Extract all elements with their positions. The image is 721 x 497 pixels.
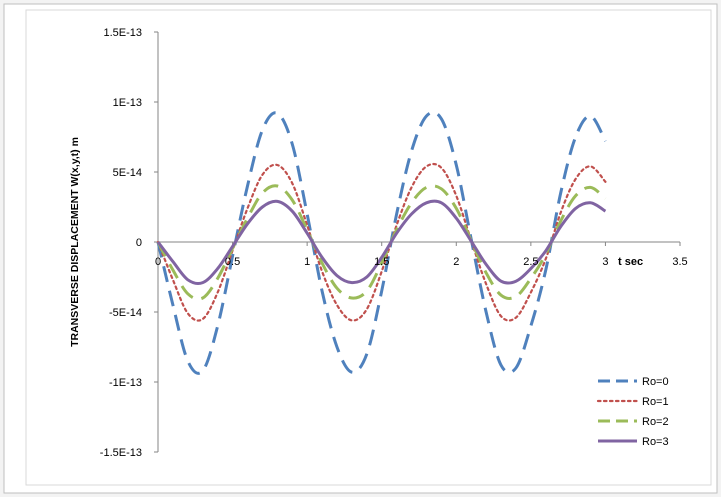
y-tick-label: -5E-14 [109, 307, 142, 319]
y-tick-label: -1E-13 [109, 377, 142, 389]
y-tick-label: -1.5E-13 [100, 447, 142, 459]
x-tick-label: 3 [602, 256, 608, 268]
x-tick-label: 2.5 [523, 256, 538, 268]
series-line-ro-0 [156, 110, 607, 375]
x-tick-label: 0 [155, 256, 161, 268]
x-tick-label: 1 [304, 256, 310, 268]
legend: Ro=0 Ro=1 Ro=2 Ro=3 [596, 376, 669, 448]
x-tick-label: 3.5 [672, 256, 687, 268]
legend-label: Ro=3 [642, 436, 669, 448]
tick-labels: 1.5E-13 1E-13 5E-14 0 -5E-14 -1E-13 -1.5E-13 0 0… [100, 27, 688, 459]
y-axis-label: TRANSVERSE DISPLACEMENT W(x,y,t) m [69, 137, 81, 347]
y-tick-label: 1E-13 [113, 97, 142, 109]
series-layer [156, 110, 607, 375]
y-tick-label: 1.5E-13 [103, 27, 142, 39]
x-axis-label: t sec [618, 256, 643, 268]
legend-label: Ro=2 [642, 416, 669, 428]
plot-border [25, 9, 712, 486]
legend-label: Ro=0 [642, 376, 669, 388]
legend-label: Ro=1 [642, 396, 669, 408]
y-tick-label: 5E-14 [113, 167, 142, 179]
series-line-ro-3 [156, 199, 607, 285]
x-tick-label: 1.5 [374, 256, 389, 268]
x-tick-label: 0.5 [225, 256, 240, 268]
y-tick-label: 0 [136, 237, 142, 249]
x-tick-label: 2 [453, 256, 459, 268]
